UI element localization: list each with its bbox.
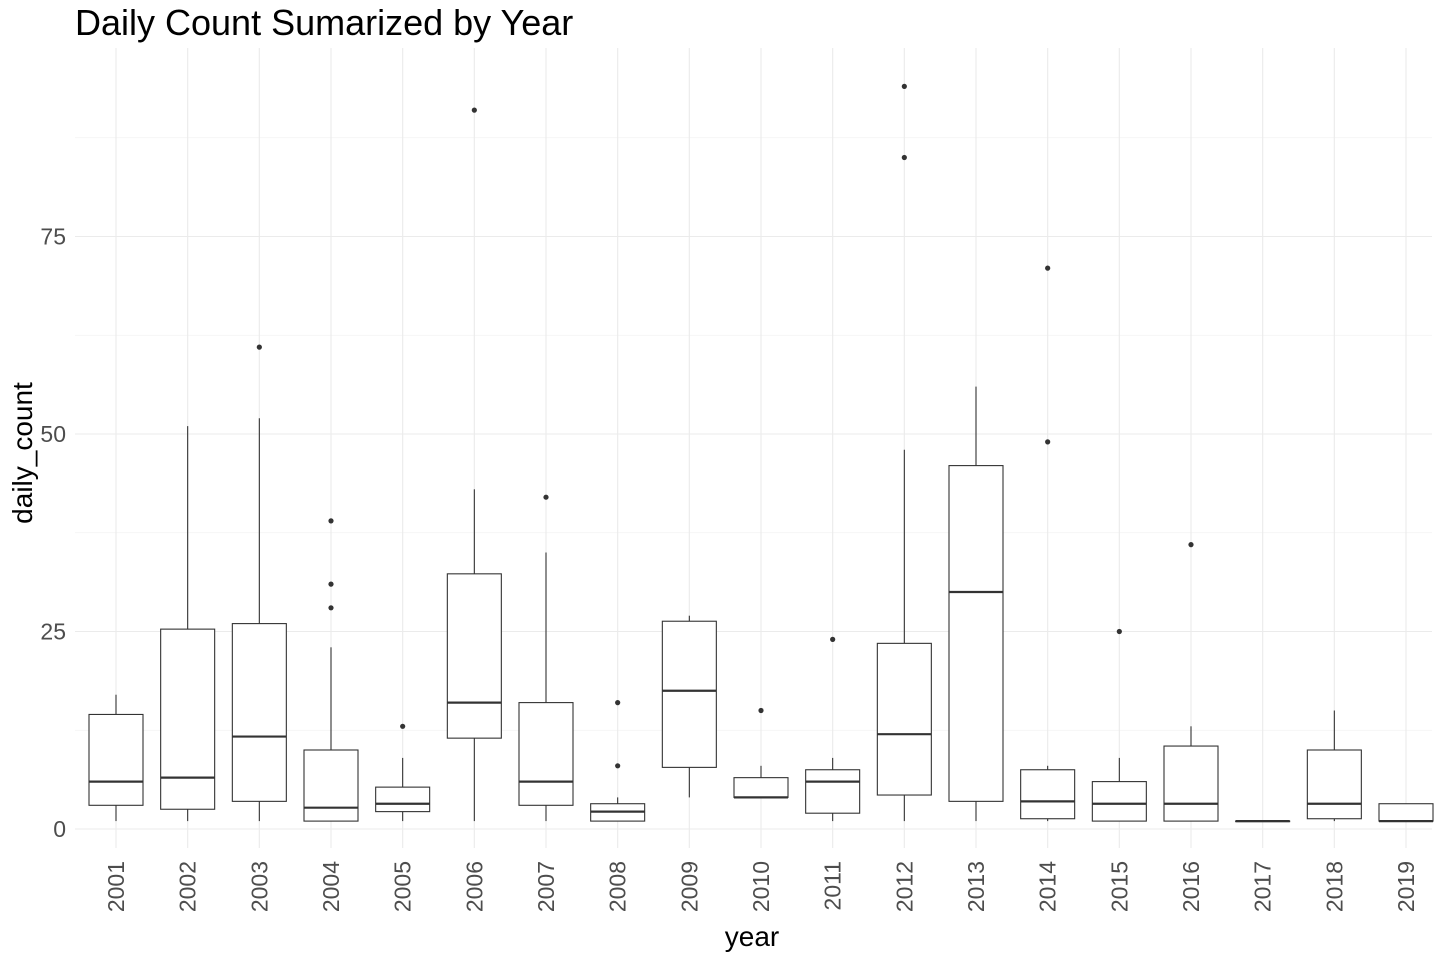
x-tick-label: 2001 (103, 861, 129, 912)
x-tick-label: 2010 (748, 861, 774, 912)
box-2002 (160, 426, 216, 822)
chart-title: Daily Count Sumarized by Year (75, 2, 573, 43)
box-iqr (1091, 781, 1147, 822)
box-iqr (88, 713, 144, 806)
outlier-point (615, 700, 621, 706)
x-tick-label: 2016 (1178, 861, 1204, 912)
x-tick-label: 2012 (891, 861, 917, 912)
box-iqr (661, 620, 717, 768)
outlier-point (830, 636, 836, 643)
boxes (88, 83, 1434, 823)
outlier-point (615, 763, 621, 769)
outlier-point (328, 605, 334, 611)
outlier-point (1045, 265, 1051, 271)
outlier-point (1045, 439, 1051, 445)
box-iqr (375, 786, 431, 813)
x-tick-label: 2018 (1321, 861, 1347, 912)
box-2010 (733, 707, 789, 799)
outlier-point (1188, 542, 1194, 548)
x-tick-label: 2004 (318, 861, 344, 912)
x-tick-label: 2013 (963, 861, 989, 912)
x-tick-label: 2009 (676, 861, 702, 912)
box-iqr (876, 642, 932, 796)
box-iqr (948, 465, 1004, 802)
box-2001 (88, 694, 144, 822)
y-axis-ticks: 0 25 50 75 (40, 224, 66, 843)
box-2019 (1378, 803, 1434, 823)
box-2016 (1163, 542, 1219, 822)
x-tick-label: 2019 (1393, 861, 1419, 912)
box-2017 (1235, 819, 1291, 823)
outlier-point (758, 707, 764, 714)
x-tick-label: 2014 (1035, 861, 1061, 912)
x-tick-label: 2005 (390, 861, 416, 912)
outlier-point (328, 581, 334, 587)
y-tick-label: 0 (53, 816, 66, 842)
outlier-point (901, 83, 907, 89)
box-2006 (446, 107, 502, 822)
box-2003 (231, 344, 287, 822)
box-iqr (805, 769, 861, 814)
y-tick-label: 50 (40, 421, 66, 447)
y-tick-label: 25 (40, 619, 66, 645)
outlier-point (1116, 628, 1122, 635)
x-tick-label: 2015 (1106, 861, 1132, 912)
box-iqr (1020, 769, 1076, 820)
x-tick-label: 2017 (1250, 861, 1276, 912)
box-2008 (590, 700, 646, 822)
box-2013 (948, 386, 1004, 822)
outlier-point (543, 494, 549, 500)
y-tick-label: 75 (40, 224, 66, 250)
outlier-point (328, 518, 334, 524)
x-axis-ticks: 2001 2002 2003 2004 2005 2006 2007 2008 2009 2010… (103, 861, 1419, 912)
box-2015 (1091, 628, 1147, 822)
outlier-point (471, 107, 477, 113)
box-2018 (1306, 710, 1362, 822)
x-tick-label: 2002 (175, 861, 201, 912)
box-iqr (1306, 749, 1362, 820)
box-iqr (446, 573, 502, 739)
outlier-point (901, 154, 907, 161)
box-iqr (303, 749, 359, 822)
outlier-point (400, 723, 406, 729)
x-tick-label: 2006 (461, 861, 487, 912)
outlier-point (256, 344, 262, 350)
box-2012 (876, 83, 932, 822)
box-iqr (1163, 745, 1219, 822)
box-2009 (661, 615, 717, 798)
box-iqr (733, 777, 789, 798)
box-iqr (231, 623, 287, 802)
box-2007 (518, 494, 574, 822)
box-iqr (1378, 803, 1434, 822)
y-axis-title: daily_count (7, 382, 38, 524)
box-2004 (303, 518, 359, 822)
x-tick-label: 2003 (246, 861, 272, 912)
box-iqr (160, 628, 216, 810)
x-axis-title: year (725, 921, 779, 952)
box-2011 (805, 636, 861, 822)
x-tick-label: 2008 (605, 861, 631, 912)
box-2014 (1020, 265, 1076, 822)
box-iqr (518, 702, 574, 806)
x-tick-label: 2007 (533, 861, 559, 912)
x-tick-label: 2011 (820, 861, 846, 910)
box-2005 (375, 723, 431, 822)
